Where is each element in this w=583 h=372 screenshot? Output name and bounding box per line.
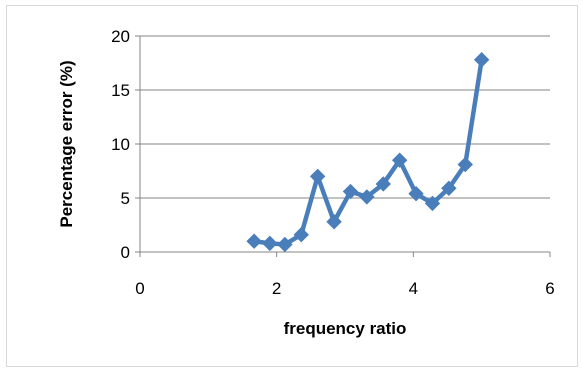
data-point-marker: [424, 195, 441, 212]
x-axis-title: frequency ratio: [284, 319, 407, 338]
series-group: [246, 52, 490, 253]
data-point-marker: [457, 156, 473, 173]
y-tick-label: 15: [111, 81, 130, 100]
y-tick-label: 0: [121, 243, 130, 262]
x-tick-label: 2: [272, 279, 281, 298]
x-tick-label: 4: [409, 279, 418, 298]
data-point-marker: [309, 168, 326, 185]
y-axis-title: Percentage error (%): [57, 60, 76, 227]
data-point-marker: [408, 185, 424, 202]
data-point-marker: [262, 235, 278, 252]
axes: [135, 35, 551, 257]
data-point-marker: [391, 152, 408, 168]
data-point-marker: [441, 180, 457, 196]
data-point-marker: [293, 227, 309, 243]
y-tick-label: 10: [111, 135, 130, 154]
data-point-marker: [246, 233, 262, 249]
data-point-marker: [375, 176, 391, 192]
data-point-marker: [342, 183, 359, 200]
x-tick-labels: 0 2 4 6: [135, 279, 554, 298]
series-line: [253, 59, 484, 247]
y-tick-labels: 0 5 10 15 20: [111, 27, 130, 262]
data-point-marker: [277, 236, 293, 253]
y-tick-label: 5: [121, 189, 130, 208]
data-point-marker: [359, 189, 375, 205]
data-point-marker: [473, 52, 490, 68]
data-point-marker: [326, 214, 342, 230]
x-tick-label: 0: [135, 279, 144, 298]
y-tick-label: 20: [111, 27, 130, 46]
x-tick-label: 6: [545, 279, 554, 298]
